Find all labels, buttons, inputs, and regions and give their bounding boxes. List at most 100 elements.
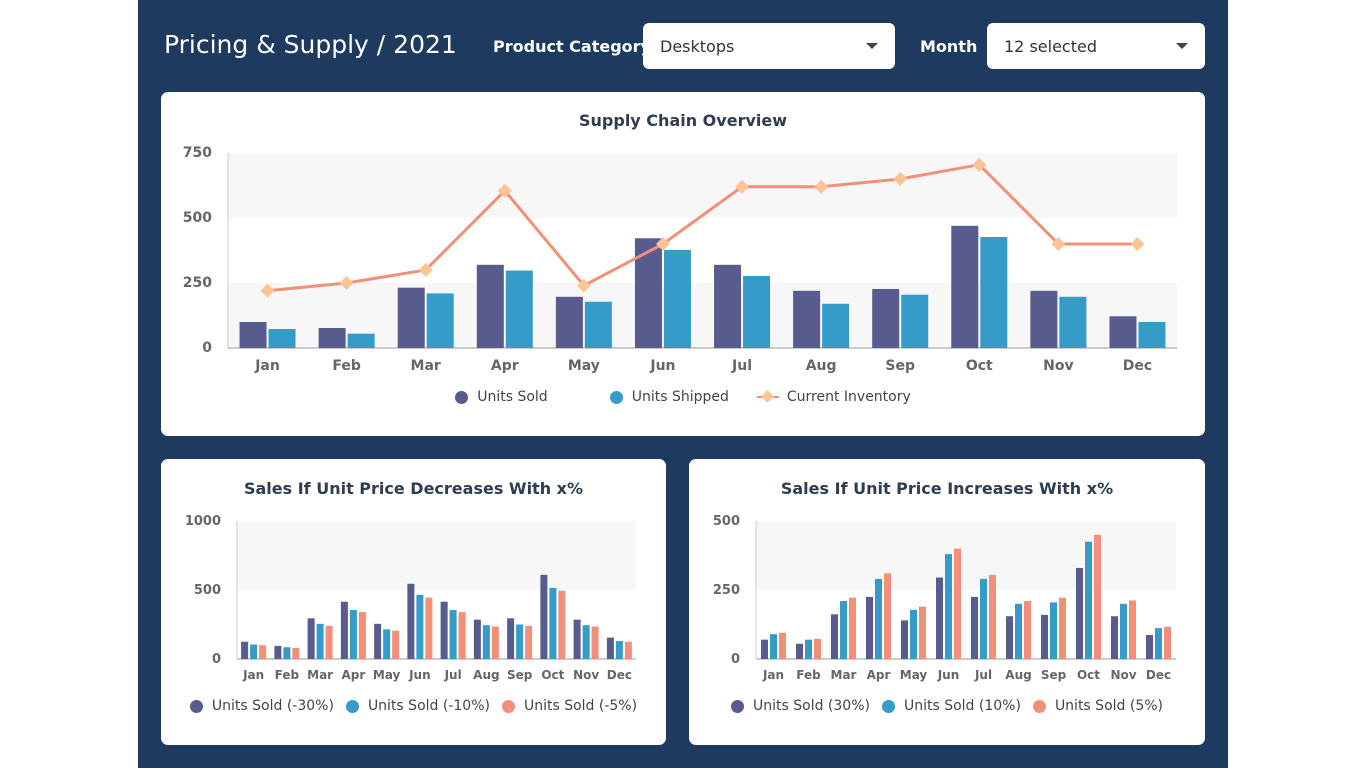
bar	[426, 293, 454, 348]
price-increase-card: Sales If Unit Price Increases With x% 0 2…	[689, 459, 1205, 745]
bar	[482, 625, 490, 659]
bar	[1059, 597, 1066, 659]
x-tick-label: May	[900, 668, 928, 682]
bar	[714, 264, 742, 348]
bar	[840, 601, 847, 659]
bar	[505, 270, 533, 348]
chart-legend: Units Sold (30%) Units Sold (10%) Units …	[689, 698, 1205, 714]
bar	[558, 590, 566, 659]
bar	[980, 236, 1008, 348]
price-increase-chart: 0 250 500 Jan Feb Mar Apr May Jun Jul Aug Sep Oct Nov…	[713, 514, 1176, 682]
bar	[989, 574, 996, 659]
bar	[383, 629, 391, 659]
chart-legend: Units Sold Units Shipped Current Invento…	[161, 389, 1205, 405]
inventory-point	[418, 263, 433, 277]
x-tick-label: May	[568, 358, 600, 374]
legend-item-units-shipped[interactable]: Units Shipped	[609, 389, 729, 405]
legend-item-series-2[interactable]: Units Sold (-10%)	[345, 698, 490, 714]
product-category-label: Product Category	[493, 37, 651, 56]
legend-item-series-3[interactable]: Units Sold (-5%)	[501, 698, 637, 714]
bar	[822, 303, 850, 348]
bar	[770, 634, 777, 659]
x-tick-label: Feb	[796, 668, 821, 682]
legend-line-marker	[756, 390, 779, 404]
bar	[1146, 634, 1153, 659]
x-tick-label: Jul	[444, 668, 462, 682]
x-tick-label: Mar	[411, 358, 441, 374]
bar	[449, 610, 457, 659]
x-tick-label: Jul	[731, 358, 752, 374]
x-tick-label: Mar	[831, 668, 857, 682]
grid-band	[228, 153, 1177, 218]
x-tick-label: Nov	[573, 668, 599, 682]
x-tick-label: May	[373, 668, 401, 682]
x-tick-label: Feb	[275, 668, 300, 682]
month-select[interactable]: 12 selected	[987, 23, 1205, 69]
inventory-line	[267, 163, 1138, 293]
bar	[1111, 616, 1118, 659]
bar	[347, 333, 375, 348]
supply-chain-chart: 0 250 500 750 Jan Feb Mar Apr May Jun Jul Aug Sep Oct…	[183, 145, 1177, 374]
bar	[743, 275, 771, 348]
legend-dot	[609, 390, 623, 404]
legend-label: Units Sold (30%)	[753, 698, 870, 714]
bar	[1050, 602, 1057, 659]
legend-label: Units Sold (-10%)	[367, 698, 490, 714]
x-tick-label: Sep	[885, 358, 915, 374]
bar	[793, 290, 821, 348]
chart-legend: Units Sold (-30%) Units Sold (-10%) Unit…	[161, 698, 666, 714]
bar	[274, 645, 282, 659]
inventory-point	[814, 179, 829, 194]
bar	[582, 625, 590, 659]
product-category-value: Desktops	[660, 36, 735, 56]
bar	[1138, 322, 1166, 348]
legend-item-series-2[interactable]: Units Sold (10%)	[881, 698, 1021, 714]
bar	[1015, 603, 1022, 659]
product-category-select[interactable]: Desktops	[643, 23, 895, 69]
bar	[980, 578, 987, 659]
bar	[615, 641, 623, 659]
inventory-point	[497, 183, 512, 198]
month-label: Month	[920, 37, 978, 56]
legend-label: Units Sold (10%)	[903, 698, 1021, 714]
bar	[901, 620, 908, 659]
legend-item-series-1[interactable]: Units Sold (30%)	[731, 698, 870, 714]
legend-label: Current Inventory	[786, 389, 911, 405]
chevron-down-icon	[1176, 43, 1188, 49]
x-tick-label: Jun	[649, 358, 675, 374]
bar	[397, 287, 425, 348]
bar	[1164, 626, 1171, 659]
bar	[936, 577, 943, 659]
month-value: 12 selected	[1004, 36, 1097, 56]
legend-item-units-sold[interactable]: Units Sold	[455, 389, 548, 405]
chart-title: Sales If Unit Price Decreases With x%	[243, 479, 584, 498]
bar	[283, 647, 291, 659]
bar	[1109, 316, 1137, 348]
bar	[239, 322, 267, 348]
bar	[1120, 603, 1127, 659]
bar	[525, 625, 533, 659]
inventory-point	[1051, 237, 1066, 251]
legend-item-series-3[interactable]: Units Sold (5%)	[1032, 698, 1163, 714]
bar	[663, 249, 691, 348]
x-tick-label: Dec	[1146, 668, 1171, 682]
bar	[945, 554, 952, 659]
legend-dot	[189, 699, 203, 713]
x-tick-label: Jun	[408, 668, 431, 682]
x-tick-label: Oct	[966, 358, 993, 374]
bar	[358, 612, 366, 659]
legend-item-current-inventory[interactable]: Current Inventory	[756, 389, 911, 405]
x-tick-label: Mar	[307, 668, 333, 682]
bar	[1041, 614, 1048, 659]
bar	[476, 264, 504, 348]
legend-dot	[731, 699, 744, 713]
bar	[307, 618, 315, 659]
bar	[951, 225, 979, 348]
bar	[761, 639, 768, 659]
bar	[316, 623, 324, 659]
bar	[540, 574, 548, 659]
bar	[1059, 296, 1087, 348]
inventory-point	[893, 172, 908, 186]
legend-item-series-1[interactable]: Units Sold (-30%)	[189, 698, 334, 714]
legend-label: Units Shipped	[631, 389, 729, 405]
